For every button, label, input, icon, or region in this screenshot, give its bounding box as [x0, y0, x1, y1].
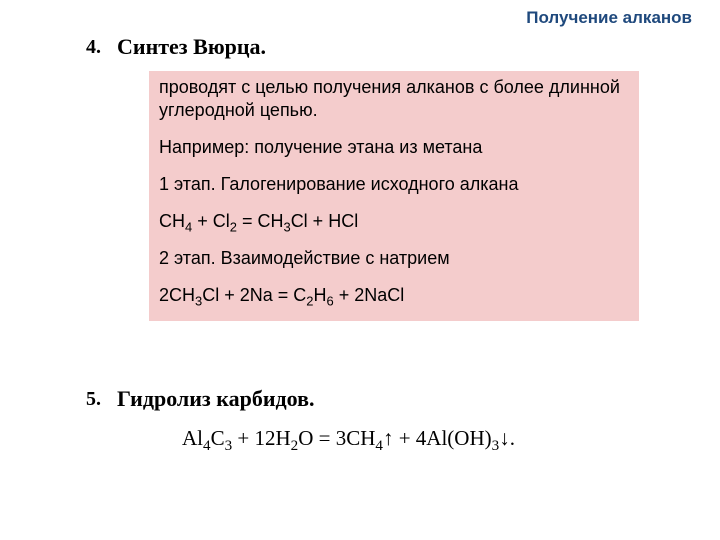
eq-part: + 2NaCl [334, 285, 405, 305]
equation-1: CH4 + Cl2 = CH3Cl + HCl [159, 210, 629, 233]
eq-part: CH [159, 211, 185, 231]
up-arrow-icon: ↑ [383, 426, 394, 450]
eq-sub: 4 [375, 438, 383, 454]
wurtz-synthesis-box: проводят с целью получения алканов с бол… [149, 71, 639, 321]
eq-part: Al [182, 426, 203, 450]
eq-part: C [211, 426, 225, 450]
eq-sub: 2 [306, 294, 313, 309]
box-text-1: проводят с целью получения алканов с бол… [159, 76, 629, 122]
eq-part: O = 3CH [298, 426, 375, 450]
eq-part: Cl + HCl [291, 211, 359, 231]
equation-carbide: Al4C3 + 12H2O = 3CH4↑ + 4Al(OH)3↓. [182, 426, 515, 451]
eq-sub: 6 [327, 294, 334, 309]
eq-part: = CH [237, 211, 284, 231]
eq-sub: 4 [203, 438, 211, 454]
eq-sub: 2 [230, 220, 237, 235]
method-title-5: Гидролиз карбидов. [117, 386, 314, 412]
eq-sub: 3 [225, 438, 233, 454]
eq-part: H [314, 285, 327, 305]
down-arrow-icon: ↓ [499, 426, 510, 450]
eq-part: . [510, 426, 515, 450]
box-text-2: Например: получение этана из метана [159, 136, 629, 159]
item-number-4: 4. [86, 36, 101, 59]
eq-part: + 12H [232, 426, 291, 450]
method-title-4: Синтез Вюрца. [117, 34, 266, 60]
box-text-5: 2 этап. Взаимодействие с натрием [159, 247, 629, 270]
eq-sub: 3 [283, 220, 290, 235]
equation-2: 2CH3Cl + 2Na = C2H6 + 2NaCl [159, 284, 629, 307]
item-number-5: 5. [86, 388, 101, 411]
box-text-3: 1 этап. Галогенирование исходного алкана [159, 173, 629, 196]
eq-part: 2CH [159, 285, 195, 305]
eq-part: + 4Al(OH) [393, 426, 491, 450]
page-title: Получение алканов [526, 8, 692, 28]
eq-part: + Cl [192, 211, 230, 231]
eq-part: Cl + 2Na = C [202, 285, 306, 305]
